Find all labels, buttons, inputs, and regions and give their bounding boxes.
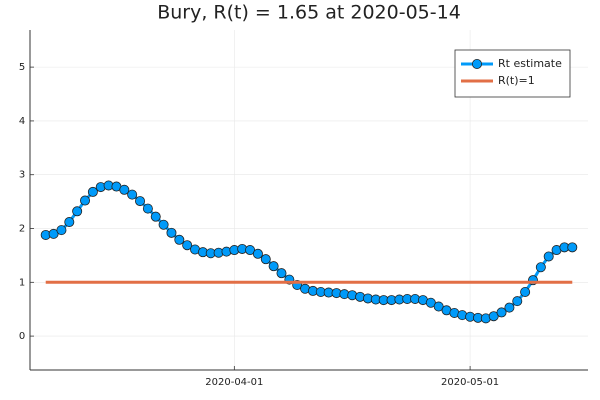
marker <box>56 225 67 236</box>
marker <box>87 186 98 197</box>
marker <box>182 240 193 251</box>
marker <box>512 296 523 307</box>
marker <box>64 217 75 228</box>
y-tick-label: 5 <box>19 62 25 73</box>
marker <box>260 254 271 265</box>
x-tick-label: 2020-05-01 <box>441 377 499 388</box>
series-line <box>45 183 573 320</box>
legend-box <box>454 49 571 98</box>
y-tick-label: 4 <box>19 116 25 127</box>
marker <box>543 251 554 262</box>
chart-title: Bury, R(t) = 1.65 at 2020-05-14 <box>157 2 461 24</box>
marker <box>567 242 578 253</box>
marker <box>150 211 161 222</box>
marker <box>520 286 531 297</box>
marker <box>276 268 287 279</box>
marker <box>535 262 546 273</box>
marker <box>119 184 130 195</box>
marker <box>158 219 169 230</box>
marker <box>252 248 263 259</box>
marker <box>174 234 185 245</box>
legend-label: R(t)=1 <box>498 74 535 87</box>
x-tick-label: 2020-04-01 <box>205 377 263 388</box>
marker <box>504 302 515 313</box>
marker <box>80 195 91 206</box>
marker <box>127 189 138 200</box>
y-tick-label: 0 <box>19 331 25 342</box>
y-tick-label: 3 <box>19 170 25 181</box>
marker <box>135 196 146 207</box>
marker <box>72 206 83 217</box>
y-tick-label: 1 <box>19 277 25 288</box>
legend-label: Rt estimate <box>498 57 562 70</box>
marker <box>268 261 279 272</box>
y-tick-label: 2 <box>19 224 25 235</box>
marker <box>142 203 153 214</box>
legend-marker <box>471 59 482 70</box>
marker <box>496 307 507 318</box>
marker <box>166 227 177 238</box>
